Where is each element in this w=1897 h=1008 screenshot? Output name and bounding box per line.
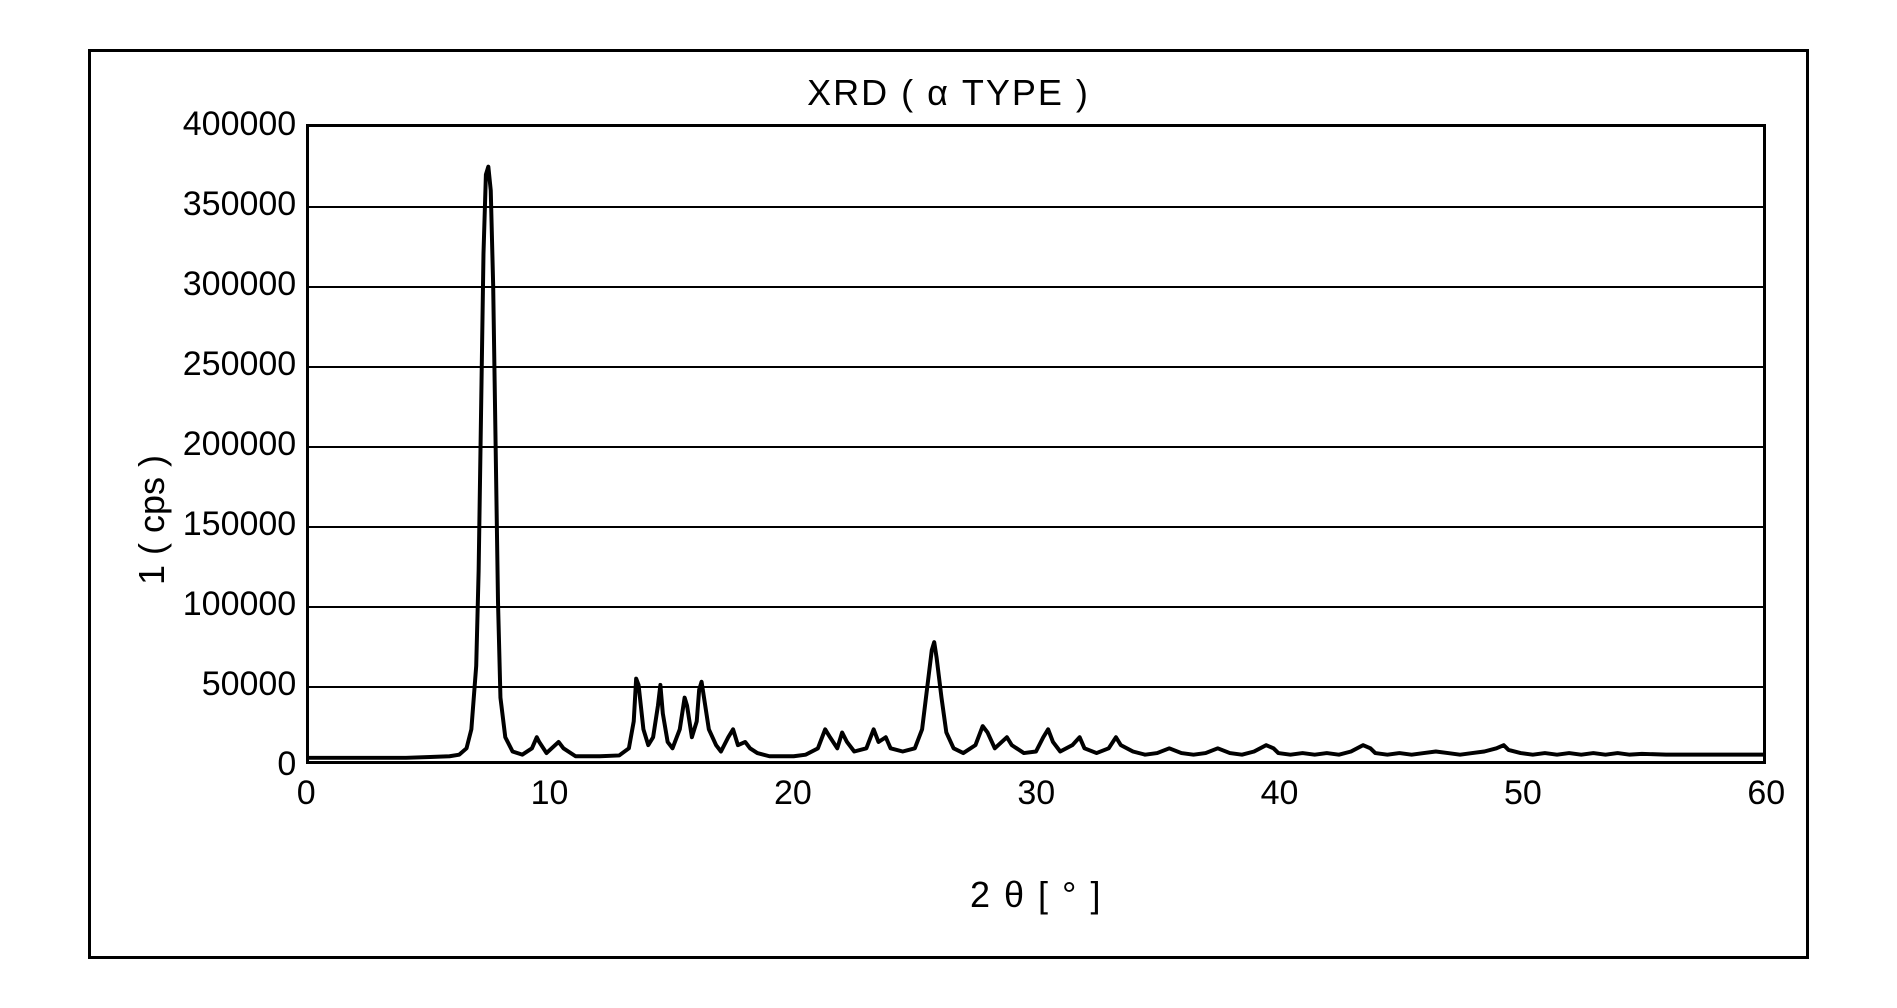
grid-line xyxy=(309,606,1763,608)
x-tick-label: 0 xyxy=(297,774,316,813)
x-tick-label: 10 xyxy=(531,774,569,813)
x-tick-label: 40 xyxy=(1261,774,1299,813)
x-tick-label: 50 xyxy=(1504,774,1542,813)
y-axis-label: 1 ( cps ) xyxy=(131,124,173,916)
plot-wrapper: 0102030405060 2 θ [ ° ] xyxy=(306,124,1766,916)
x-tick-label: 60 xyxy=(1747,774,1785,813)
chart-container: 1 ( cps ) 400000350000300000250000200000… xyxy=(131,124,1766,916)
grid-line xyxy=(309,206,1763,208)
x-axis-label: 2 θ [ ° ] xyxy=(306,874,1766,916)
y-axis-ticks: 4000003500003000002500002000001500001000… xyxy=(183,124,306,764)
x-tick-label: 30 xyxy=(1017,774,1055,813)
grid-line xyxy=(309,526,1763,528)
chart-outer-frame: XRD ( α TYPE ) 1 ( cps ) 400000350000300… xyxy=(88,49,1809,959)
grid-line xyxy=(309,366,1763,368)
xrd-spectrum-line xyxy=(309,167,1763,758)
x-axis-ticks: 0102030405060 xyxy=(306,774,1766,819)
grid-line xyxy=(309,686,1763,688)
grid-line xyxy=(309,446,1763,448)
plot-area xyxy=(306,124,1766,764)
xrd-data-line xyxy=(309,127,1763,761)
x-tick-label: 20 xyxy=(774,774,812,813)
chart-title: XRD ( α TYPE ) xyxy=(131,72,1766,114)
grid-line xyxy=(309,286,1763,288)
